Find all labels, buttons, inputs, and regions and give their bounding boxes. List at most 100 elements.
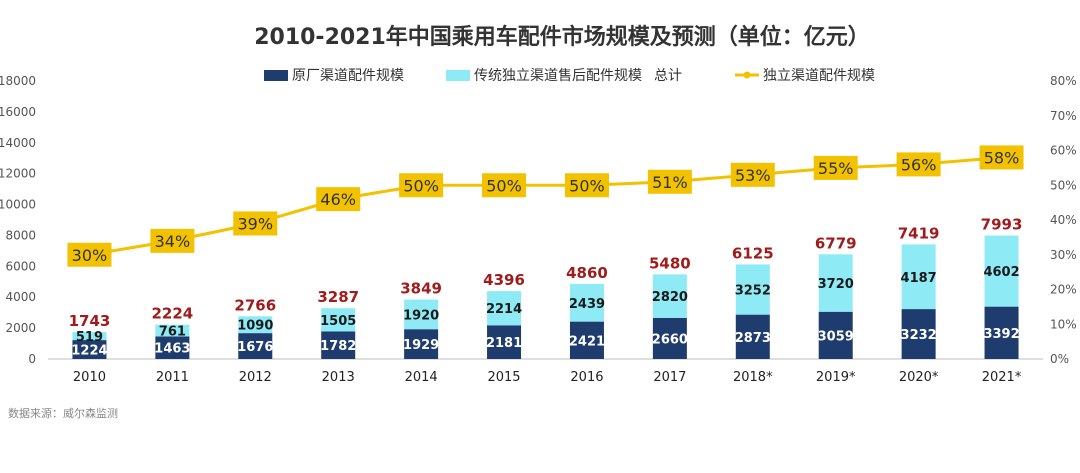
bar-bottom-series (652, 317, 687, 359)
line-label-box (730, 162, 775, 187)
bar-top-series (404, 299, 439, 330)
legend-swatch (743, 71, 751, 79)
line-label-box (647, 169, 692, 194)
y-right-tick-label: 30% (1050, 248, 1077, 262)
bar-top-value-label: 2820 (652, 290, 688, 305)
y-left-tick-label: 2000 (5, 321, 36, 335)
bar-bottom-value-label: 1929 (403, 338, 439, 353)
y-left-tick-label: 12000 (0, 167, 36, 181)
line-value-label: 55% (818, 159, 854, 178)
x-tick-label: 2017 (653, 370, 686, 385)
bar-bottom-value-label: 2873 (735, 331, 771, 346)
line-value-label: 50% (403, 176, 439, 195)
total-value-label: 3849 (400, 280, 442, 298)
y-right-tick-label: 40% (1050, 213, 1077, 227)
line-label-box (150, 228, 195, 253)
total-value-label: 7993 (981, 216, 1023, 234)
legend-swatch (446, 70, 470, 81)
line-label-box (482, 173, 527, 198)
bar-bottom-series (984, 306, 1019, 359)
bar-top-series (652, 274, 687, 318)
bar-bottom-series (818, 311, 853, 359)
bar-top-value-label: 4187 (901, 271, 937, 286)
total-value-label: 4396 (483, 271, 525, 289)
bar-bottom-series (72, 340, 107, 359)
bar-top-value-label: 3252 (735, 284, 771, 299)
bar-bottom-value-label: 3059 (818, 329, 854, 344)
y-left-tick-label: 18000 (0, 74, 36, 88)
bar-top-value-label: 2214 (486, 302, 522, 317)
bar-bottom-value-label: 1782 (320, 339, 356, 354)
x-tick-label: 2021* (982, 370, 1022, 385)
bar-bottom-value-label: 2660 (652, 332, 688, 347)
line-label-box (67, 242, 112, 267)
line-path (89, 155, 1002, 257)
total-value-label: 6125 (732, 244, 774, 262)
line-label-box (896, 152, 941, 177)
y-left-tick-label: 4000 (5, 290, 36, 304)
bar-top-value-label: 519 (76, 330, 103, 345)
y-left-tick-label: 6000 (5, 259, 36, 273)
line-label-box (399, 173, 444, 198)
line-value-label: 46% (320, 190, 356, 209)
x-tick-label: 2010 (73, 370, 106, 385)
x-tick-label: 2011 (156, 370, 189, 385)
total-value-label: 3287 (317, 288, 359, 306)
total-value-label: 4860 (566, 264, 608, 282)
line-label-box (813, 155, 858, 180)
bar-bottom-value-label: 1676 (237, 340, 273, 355)
x-tick-label: 2019* (816, 370, 856, 385)
x-tick-label: 2015 (487, 370, 520, 385)
y-left-tick-label: 16000 (0, 105, 36, 119)
x-tick-label: 2013 (322, 370, 355, 385)
line-value-label: 39% (238, 214, 274, 233)
bar-top-value-label: 2439 (569, 297, 605, 312)
bar-top-value-label: 1920 (403, 308, 439, 323)
y-left-tick-label: 0 (28, 352, 36, 366)
y-left-tick-label: 10000 (0, 198, 36, 212)
line-value-label: 53% (735, 166, 771, 185)
bar-top-series (155, 324, 190, 337)
line-label-box (564, 173, 609, 198)
x-tick-label: 2012 (239, 370, 272, 385)
x-axis-ticks: 2010 2011 2012 2013 2014 2015 2016 2017 2018* 201… (73, 370, 1022, 385)
total-value-label: 5480 (649, 254, 691, 272)
bar-top-series (901, 244, 936, 310)
bar-top-series (487, 291, 522, 326)
y-right-tick-label: 10% (1050, 317, 1077, 331)
bar-top-series (984, 235, 1019, 307)
bar-top-series (238, 316, 273, 334)
y-right-tick-label: 60% (1050, 144, 1077, 158)
bar-bottom-value-label: 1463 (154, 342, 190, 357)
line-value-label: 34% (155, 232, 191, 251)
x-tick-label: 2020* (899, 370, 939, 385)
bar-top-series (569, 283, 604, 322)
total-value-label: 2224 (152, 305, 194, 323)
bar-top-value-label: 1090 (237, 319, 273, 334)
y-axis-right: 0% 10% 20% 30% 40% 50% 60% 70% 80% (1050, 74, 1077, 366)
legend-label: 总计 (654, 68, 682, 84)
bar-top-value-label: 3720 (818, 277, 854, 292)
bar-bottom-value-label: 3392 (983, 327, 1019, 342)
x-tick-label: 2018* (733, 370, 773, 385)
bar-top-series (321, 308, 356, 332)
line-label-box (233, 211, 278, 236)
line-value-label: 58% (984, 148, 1020, 167)
y-left-tick-label: 8000 (5, 228, 36, 242)
chart-title: 2010-2021年中国乘用车配件市场规模及预测（单位：亿元） (254, 24, 870, 50)
line-label-box (979, 145, 1024, 170)
legend-swatch (264, 70, 288, 81)
bar-bottom-series (321, 331, 356, 359)
x-tick-label: 2016 (570, 370, 603, 385)
legend-label: 传统独立渠道售后配件规模 (474, 68, 642, 84)
bar-top-value-label: 4602 (983, 265, 1019, 280)
line-value-label: 56% (901, 155, 937, 174)
bar-bottom-series (238, 333, 273, 359)
bar-bottom-series (404, 329, 439, 359)
total-value-label: 1743 (69, 312, 111, 330)
bar-bottom-series (569, 321, 604, 359)
legend-label: 独立渠道配件规模 (763, 68, 875, 84)
line-series: 30% 34% 39% 46% 50% 50% 50% 51% 53% 55% 56% 58% (67, 145, 1024, 267)
